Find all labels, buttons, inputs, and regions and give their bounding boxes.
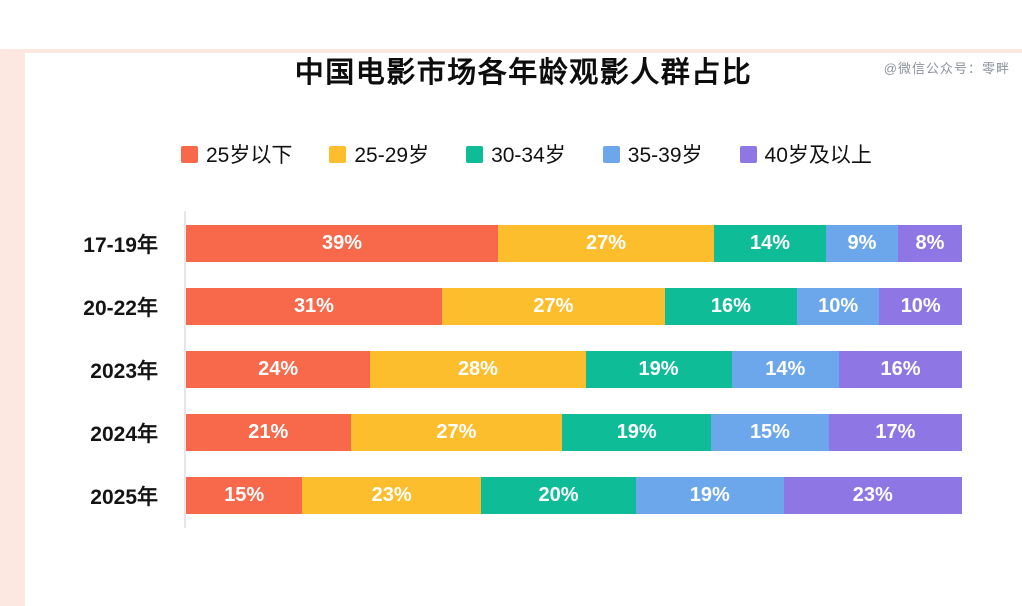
- stacked-bar: 24% 28% 19% 14% 16%: [186, 351, 962, 388]
- category-label: 17-19年: [83, 233, 158, 257]
- bar-row: 2023年 24% 28% 19% 14% 16%: [59, 351, 962, 388]
- bar-segment: 16%: [839, 351, 962, 388]
- bar-segment: 10%: [879, 288, 962, 325]
- bar-segment: 8%: [898, 225, 962, 262]
- legend-swatch-icon: [466, 145, 484, 163]
- legend-label: 25岁以下: [206, 144, 293, 167]
- bar-segment: 15%: [711, 414, 829, 451]
- bar-segment: 20%: [480, 477, 637, 514]
- left-border-strip: [0, 49, 25, 606]
- legend-swatch-icon: [602, 145, 620, 163]
- bar-segment: 10%: [796, 288, 880, 325]
- bar-segment: 23%: [302, 477, 481, 514]
- bar-segment: 31%: [186, 288, 442, 325]
- bar-segment: 19%: [636, 477, 784, 514]
- category-label: 2023年: [90, 359, 158, 383]
- bar-segment: 9%: [826, 225, 898, 262]
- stacked-bar: 21% 27% 19% 15% 17%: [186, 414, 962, 451]
- bar-row: 17-19年 39% 27% 14% 9% 8%: [59, 225, 962, 262]
- chart-title: 中国电影市场各年龄观影人群占比: [294, 57, 753, 89]
- bar-row: 2025年 15% 23% 20% 19% 23%: [59, 477, 963, 514]
- bar-segment: 24%: [186, 351, 371, 388]
- bar-segment: 19%: [562, 414, 712, 451]
- legend-swatch-icon: [181, 145, 198, 163]
- bar-segment: 27%: [498, 225, 714, 262]
- legend-label: 35-39岁: [627, 144, 703, 167]
- bar-segment: 14%: [731, 351, 840, 388]
- bar-segment: 27%: [441, 288, 665, 325]
- legend-swatch-icon: [329, 145, 347, 163]
- category-label: 2024年: [90, 422, 158, 446]
- bar-segment: 16%: [664, 288, 797, 325]
- category-label: 20-22年: [83, 296, 158, 320]
- top-border-strip: [0, 49, 1022, 53]
- bar-segment: 14%: [714, 225, 826, 262]
- legend-item: 40岁及以上: [739, 139, 872, 169]
- stacked-bar-chart: 17-19年 39% 27% 14% 9% 8% 20-22年 31% 27% 16% 10% 10%…: [59, 211, 963, 528]
- watermark-text: @微信公众号：零畔: [883, 61, 1010, 76]
- legend-item: 35-39岁: [602, 139, 703, 169]
- bar-segment: 27%: [350, 414, 563, 451]
- legend: 25岁以下 25-29岁 30-34岁 35-39岁 40岁及以上: [181, 139, 1022, 169]
- bar-segment: 39%: [186, 225, 498, 262]
- legend-item: 25岁以下: [181, 139, 292, 169]
- bar-segment: 21%: [186, 414, 351, 451]
- legend-label: 30-34岁: [491, 144, 566, 167]
- bar-segment: 23%: [783, 477, 963, 514]
- bar-segment: 28%: [370, 351, 586, 388]
- chart-card: 中国电影市场各年龄观影人群占比 25岁以下 25-29岁 30-34岁 35-39岁 4…: [25, 49, 1022, 528]
- legend-label: 40岁及以上: [764, 144, 872, 167]
- bar-rows: 17-19年 39% 27% 14% 9% 8% 20-22年 31% 27% 16% 10% 10%…: [59, 211, 963, 528]
- bar-row: 20-22年 31% 27% 16% 10% 10%: [59, 288, 962, 325]
- bar-segment: 15%: [186, 477, 303, 514]
- y-axis-line: [184, 211, 186, 528]
- bar-segment: 19%: [585, 351, 732, 388]
- legend-item: 25-29岁: [329, 139, 429, 169]
- legend-label: 25-29岁: [354, 144, 430, 167]
- stacked-bar: 39% 27% 14% 9% 8%: [186, 225, 962, 262]
- stacked-bar: 15% 23% 20% 19% 23%: [186, 477, 963, 514]
- legend-item: 30-34岁: [466, 139, 566, 169]
- bar-segment: 17%: [828, 414, 962, 451]
- legend-swatch-icon: [739, 145, 757, 163]
- category-label: 2025年: [90, 485, 158, 509]
- bar-row: 2024年 21% 27% 19% 15% 17%: [59, 414, 962, 451]
- stacked-bar: 31% 27% 16% 10% 10%: [186, 288, 962, 325]
